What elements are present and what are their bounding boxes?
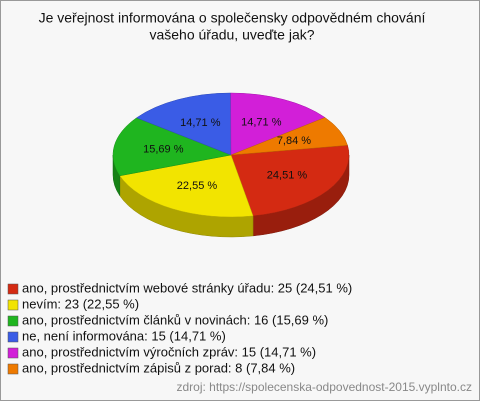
legend-swatch [7,331,19,343]
pie-slice [112,117,232,177]
data-label: 15,69 % [143,144,184,156]
data-label: 7,84 % [277,135,311,147]
data-label: 22,55 % [177,180,218,192]
pie-slice [136,92,232,156]
legend-label: ne, není informována: 15 (14,71 %) [22,328,226,343]
pie-slice [230,92,326,156]
legend-swatch [7,315,19,327]
legend-label: ano, prostřednictvím výročních zpráv: 15… [22,344,316,359]
pie-slice [230,145,350,217]
legend-swatch [7,363,19,375]
legend-swatch [7,347,19,359]
data-label: 14,71 % [241,117,282,129]
chart-title: vašeho úřadu, uveďte jak? [149,27,314,43]
legend-label: ano, prostřednictvím článků v novinách: … [22,312,328,327]
legend-label: ano, prostřednictvím webové stránky úřad… [22,280,352,295]
data-label: 14,71 % [180,117,221,129]
legend-swatch [7,283,19,295]
legend-label: nevím: 23 (22,55 %) [22,296,139,311]
legend-label: ano, prostřednictvím zápisů z porad: 8 (… [22,360,295,375]
data-label: 24,51 % [267,170,308,182]
chart-title: Je veřejnost informována o společensky o… [39,10,426,26]
pie-slice [119,154,254,218]
pie-slice [230,117,348,156]
source: zdroj: https://spolecenska-odpovednost-2… [176,380,472,394]
legend-swatch [7,299,19,311]
